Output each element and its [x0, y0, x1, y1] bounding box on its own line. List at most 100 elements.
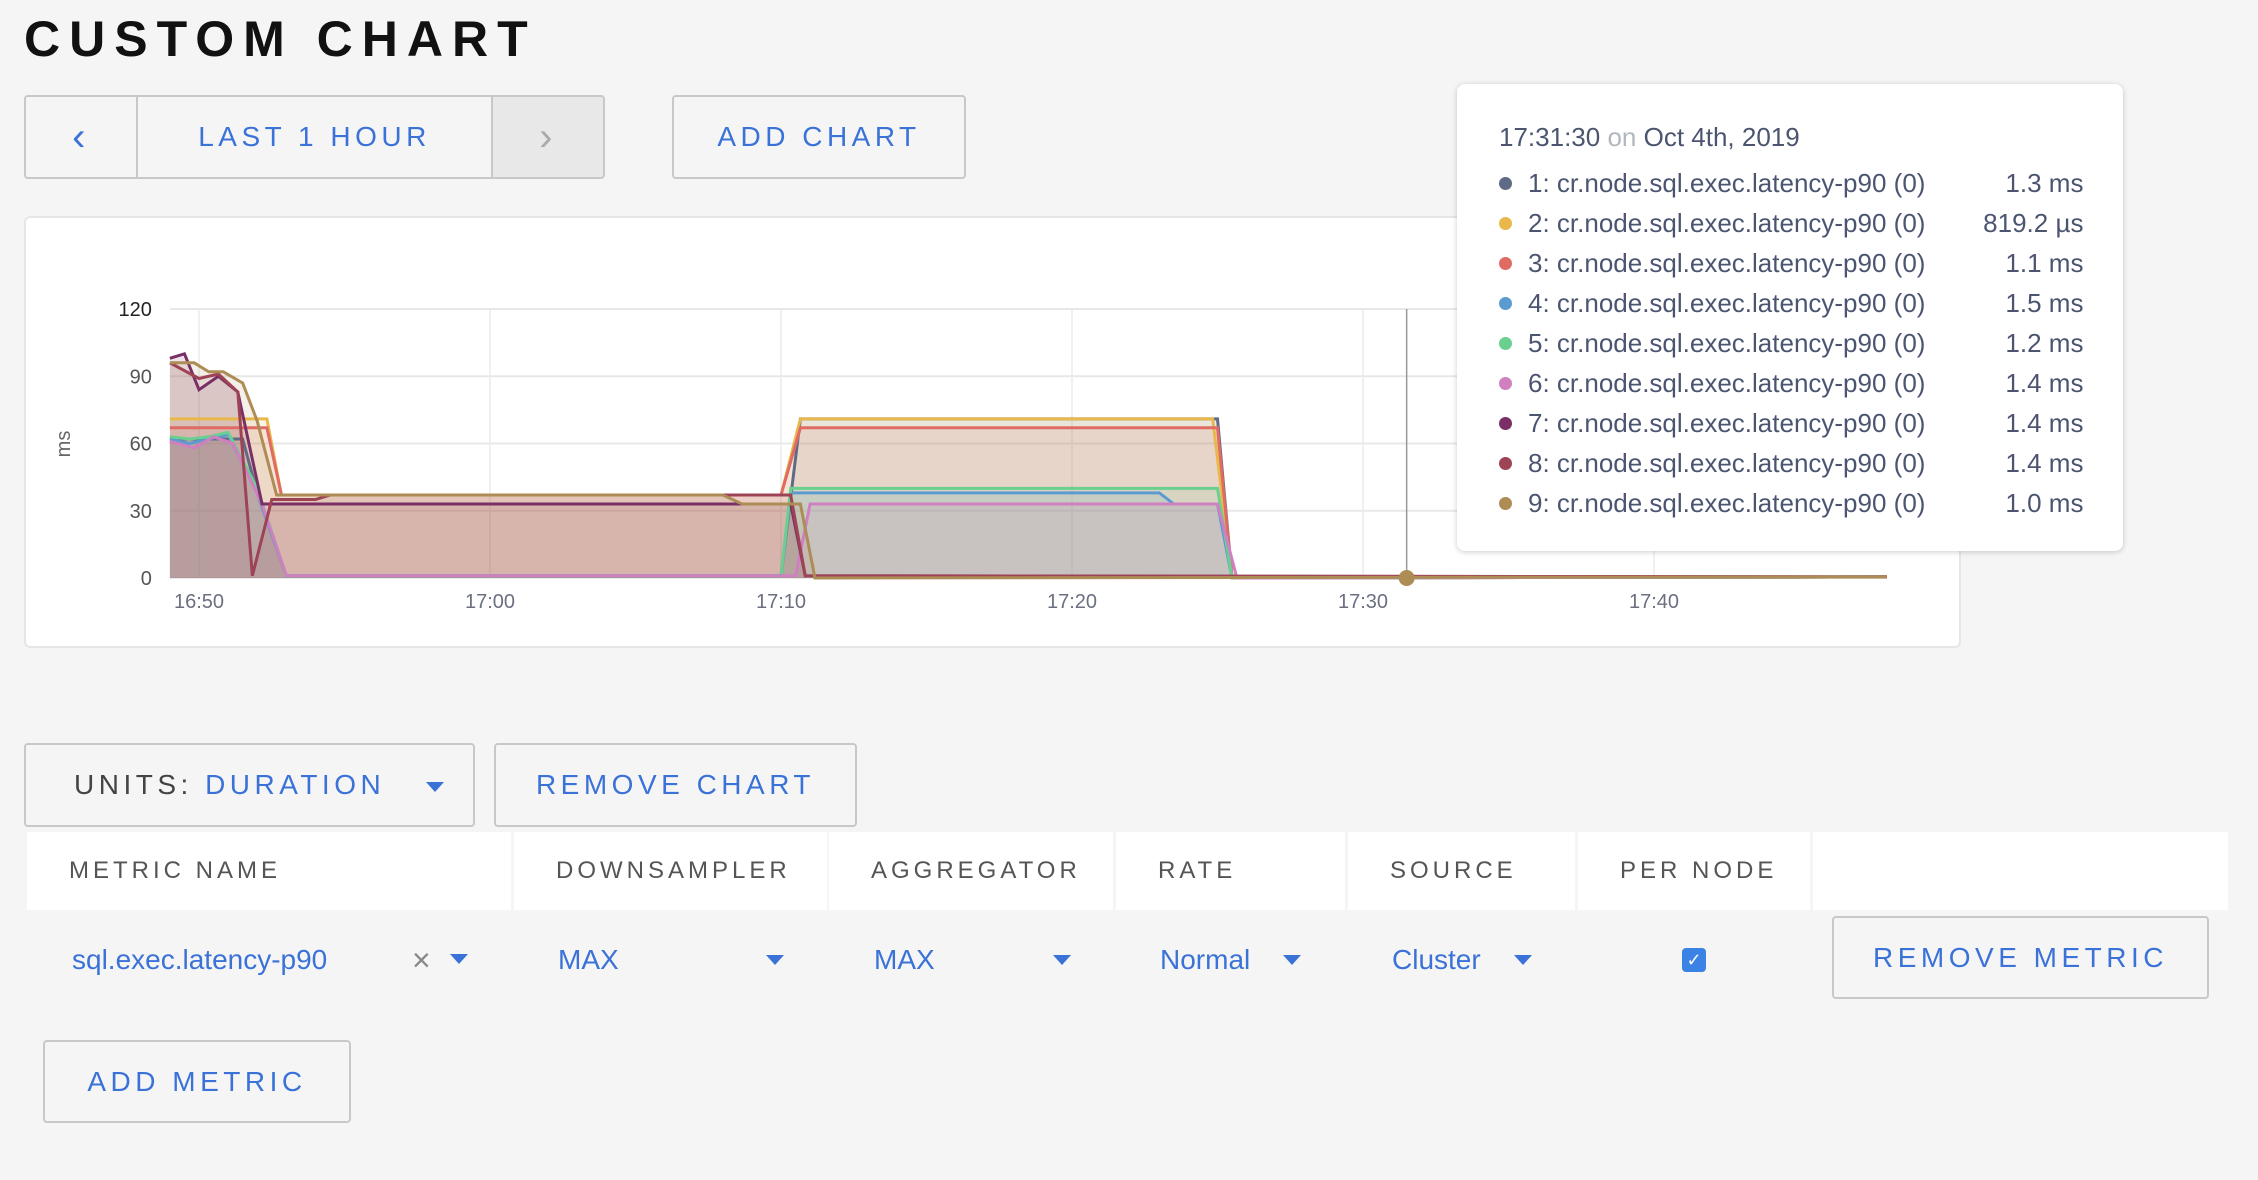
series-value: 1.4 ms: [2005, 367, 2084, 398]
series-name: 8: cr.node.sql.exec.latency-p90 (0): [1528, 447, 1926, 478]
tooltip-row: 3: cr.node.sql.exec.latency-p90 (0) 1.1 m…: [1499, 243, 2083, 283]
tooltip-on: on: [1607, 122, 1637, 152]
series-value: 1.4 ms: [2005, 407, 2084, 438]
remove-metric-button[interactable]: REMOVE METRIC: [1832, 916, 2209, 999]
series-name: 1: cr.node.sql.exec.latency-p90 (0): [1528, 167, 1926, 198]
series-area: [169, 434, 1887, 578]
remove-chart-button[interactable]: REMOVE CHART: [494, 743, 857, 827]
add-chart-button[interactable]: ADD CHART: [672, 95, 966, 179]
series-area: [169, 353, 1887, 578]
tooltip-row: 8: cr.node.sql.exec.latency-p90 (0) 1.4 m…: [1499, 443, 2083, 483]
series-line: [169, 435, 1887, 580]
x-tick-label: 17:30: [1338, 591, 1388, 613]
chart-tooltip: 17:31:30 on Oct 4th, 2019 1: cr.node.sql…: [1457, 84, 2124, 551]
time-range-selector: ‹ LAST 1 HOUR ›: [24, 95, 605, 179]
time-range-button[interactable]: LAST 1 HOUR: [198, 121, 431, 152]
series-color-dot: [1499, 496, 1512, 510]
rate-select[interactable]: Normal: [1160, 920, 1320, 1000]
series-area: [169, 436, 1887, 578]
series-value: 1.0 ms: [2005, 487, 2084, 518]
series-name: 7: cr.node.sql.exec.latency-p90 (0): [1528, 407, 1926, 438]
series-color-dot: [1499, 296, 1512, 310]
series-value: 1.1 ms: [2005, 247, 2084, 278]
caret-down-icon: [426, 782, 444, 792]
caret-down-icon: [450, 954, 468, 964]
y-tick-label: 30: [130, 501, 152, 523]
tooltip-row: 1: cr.node.sql.exec.latency-p90 (0) 1.3 m…: [1499, 163, 2083, 203]
tooltip-row: 7: cr.node.sql.exec.latency-p90 (0) 1.4 m…: [1499, 403, 2083, 443]
aggregator-value: MAX: [874, 944, 935, 975]
metric-name-select[interactable]: sql.exec.latency-p90 ×: [72, 920, 502, 1000]
chevron-right-icon[interactable]: ›: [491, 97, 603, 177]
page-title: CUSTOM CHART: [24, 11, 537, 67]
x-tick-label: 17:40: [1629, 591, 1679, 613]
y-tick-label: 0: [141, 568, 152, 590]
series-value: 819.2 µs: [1983, 207, 2084, 238]
y-tick-label: 120: [119, 299, 152, 321]
series-line: [169, 361, 1887, 579]
series-area: [169, 362, 1887, 578]
source-value: Cluster: [1392, 944, 1481, 975]
series-value: 1.2 ms: [2005, 327, 2084, 358]
series-area: [169, 362, 1887, 578]
tooltip-row: 9: cr.node.sql.exec.latency-p90 (0) 1.0 m…: [1499, 483, 2083, 523]
series-value: 1.3 ms: [2005, 167, 2084, 198]
series-area: [169, 418, 1887, 578]
clear-icon[interactable]: ×: [412, 941, 431, 978]
series-value: 1.4 ms: [2005, 447, 2084, 478]
series-name: 6: cr.node.sql.exec.latency-p90 (0): [1528, 367, 1926, 398]
downsampler-select[interactable]: MAX: [558, 920, 798, 1000]
rate-value: Normal: [1160, 944, 1251, 975]
y-axis-label: ms: [53, 431, 75, 458]
y-tick-label: 60: [130, 434, 152, 456]
series-color-dot: [1499, 456, 1512, 470]
header-metric-name: METRIC NAME: [27, 832, 511, 910]
header-rate: RATE: [1116, 832, 1345, 910]
series-color-dot: [1499, 256, 1512, 270]
units-value: DURATION: [205, 769, 386, 800]
series-area: [169, 418, 1887, 578]
units-label: UNITS:: [74, 769, 193, 800]
aggregator-select[interactable]: MAX: [874, 920, 1094, 1000]
header-source: SOURCE: [1348, 832, 1575, 910]
check-icon: ✓: [1682, 948, 1706, 972]
caret-down-icon: [766, 955, 784, 965]
header-per-node: PER NODE: [1578, 832, 1810, 910]
tooltip-row: 4: cr.node.sql.exec.latency-p90 (0) 1.5 m…: [1499, 283, 2083, 323]
tooltip-header: 17:31:30 on Oct 4th, 2019: [1499, 122, 2083, 153]
tooltip-row: 6: cr.node.sql.exec.latency-p90 (0) 1.4 m…: [1499, 363, 2083, 403]
caret-down-icon: [1053, 955, 1071, 965]
series-name: 5: cr.node.sql.exec.latency-p90 (0): [1528, 327, 1926, 358]
series-color-dot: [1499, 336, 1512, 350]
add-metric-button[interactable]: ADD METRIC: [43, 1040, 351, 1123]
x-tick-label: 17:10: [756, 591, 806, 613]
series-line: [169, 361, 1887, 580]
series-color-dot: [1499, 416, 1512, 430]
per-node-checkbox[interactable]: ✓: [1682, 920, 1712, 1000]
tooltip-time: 17:31:30: [1499, 122, 1601, 152]
units-dropdown[interactable]: UNITS: DURATION: [24, 743, 475, 827]
x-tick-label: 17:00: [465, 591, 515, 613]
series-name: 2: cr.node.sql.exec.latency-p90 (0): [1528, 207, 1926, 238]
caret-down-icon: [1514, 955, 1532, 965]
downsampler-value: MAX: [558, 944, 619, 975]
x-tick-label: 16:50: [174, 591, 224, 613]
line-chart[interactable]: 0 30 60 90 120 16:50 17:00 17:10 17:20 17:30 17:40…: [26, 218, 1963, 650]
header-actions: [1813, 832, 2228, 910]
tooltip-date: Oct 4th, 2019: [1643, 122, 1800, 152]
metric-name-value: sql.exec.latency-p90: [72, 944, 328, 975]
series-name: 3: cr.node.sql.exec.latency-p90 (0): [1528, 247, 1926, 278]
chevron-left-icon[interactable]: ‹: [26, 97, 138, 177]
series-value: 1.5 ms: [2005, 287, 2084, 318]
series-color-dot: [1499, 376, 1512, 390]
y-tick-label: 90: [130, 366, 152, 388]
tooltip-row: 2: cr.node.sql.exec.latency-p90 (0) 819.2…: [1499, 203, 2083, 243]
series-color-dot: [1499, 176, 1512, 190]
source-select[interactable]: Cluster: [1392, 920, 1552, 1000]
tooltip-row: 5: cr.node.sql.exec.latency-p90 (0) 1.2 m…: [1499, 323, 2083, 363]
hover-point: [1398, 570, 1415, 586]
series-name: 9: cr.node.sql.exec.latency-p90 (0): [1528, 487, 1926, 518]
series-color-dot: [1499, 216, 1512, 230]
series-name: 4: cr.node.sql.exec.latency-p90 (0): [1528, 287, 1926, 318]
header-downsampler: DOWNSAMPLER: [514, 832, 827, 910]
